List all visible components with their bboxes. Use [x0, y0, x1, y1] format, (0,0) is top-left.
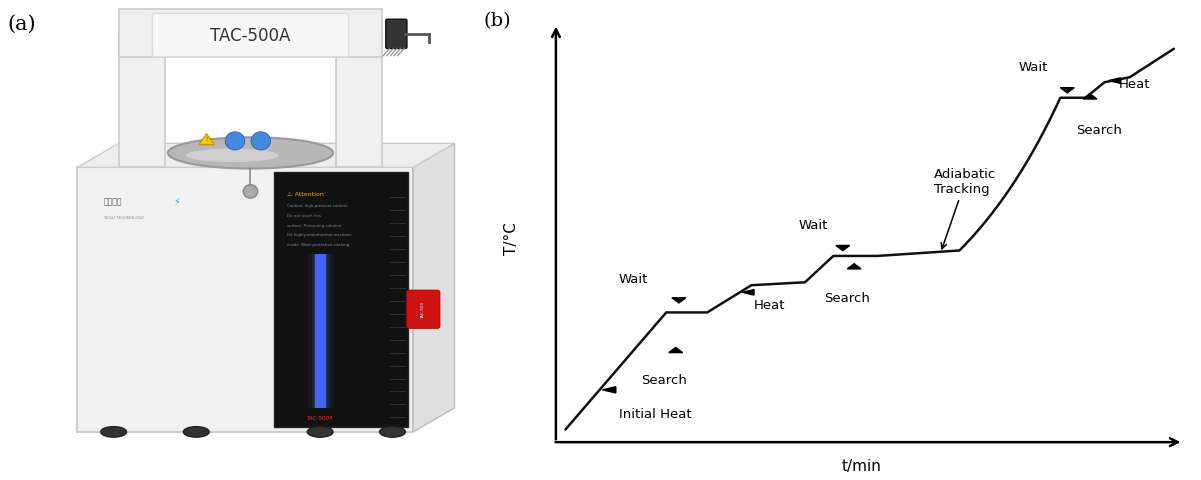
- FancyBboxPatch shape: [153, 14, 348, 58]
- Ellipse shape: [186, 149, 279, 163]
- Text: YUGU TECHNOLOGY: YUGU TECHNOLOGY: [103, 216, 144, 220]
- Bar: [312, 254, 330, 408]
- Polygon shape: [1060, 88, 1074, 94]
- FancyBboxPatch shape: [119, 10, 382, 58]
- Bar: [307, 254, 334, 408]
- Text: Caution: high-pressure content: Caution: high-pressure content: [287, 204, 347, 208]
- Ellipse shape: [380, 427, 406, 437]
- Text: (a): (a): [7, 14, 36, 34]
- Text: Do highly-endothermal reactions: Do highly-endothermal reactions: [287, 233, 351, 237]
- Text: TAC-500A: TAC-500A: [210, 27, 291, 45]
- Polygon shape: [413, 144, 454, 432]
- Text: Wait: Wait: [619, 273, 649, 286]
- FancyBboxPatch shape: [119, 34, 166, 168]
- Polygon shape: [671, 298, 686, 303]
- Ellipse shape: [225, 132, 245, 151]
- Polygon shape: [1109, 79, 1121, 84]
- FancyBboxPatch shape: [274, 173, 408, 427]
- Text: Search: Search: [824, 292, 870, 305]
- Bar: [313, 254, 328, 408]
- Text: 御光科技: 御光科技: [103, 197, 121, 206]
- Polygon shape: [742, 290, 754, 296]
- FancyBboxPatch shape: [386, 20, 407, 49]
- Text: Wait: Wait: [799, 218, 827, 231]
- Text: ⚡: ⚡: [173, 197, 180, 207]
- Text: Search: Search: [641, 373, 687, 386]
- Text: !: !: [205, 137, 208, 142]
- Text: Search: Search: [1076, 124, 1122, 137]
- Text: Initial Heat: Initial Heat: [619, 407, 692, 420]
- Ellipse shape: [244, 185, 258, 199]
- Text: Heat: Heat: [1119, 77, 1151, 90]
- Polygon shape: [847, 264, 861, 269]
- Text: Adiabatic
Tracking: Adiabatic Tracking: [934, 168, 997, 249]
- Text: Do not touch this: Do not touch this: [287, 214, 321, 217]
- Polygon shape: [199, 134, 214, 145]
- Ellipse shape: [184, 427, 209, 437]
- Text: t/min: t/min: [842, 458, 882, 473]
- Ellipse shape: [101, 427, 126, 437]
- Text: TAC-500A: TAC-500A: [306, 415, 334, 420]
- Polygon shape: [836, 246, 850, 251]
- Polygon shape: [77, 144, 454, 168]
- Polygon shape: [669, 348, 682, 353]
- Polygon shape: [1083, 95, 1097, 100]
- FancyBboxPatch shape: [406, 290, 440, 329]
- Ellipse shape: [251, 132, 270, 151]
- Polygon shape: [603, 387, 616, 393]
- Text: ⚠ Attention: ⚠ Attention: [287, 192, 323, 197]
- Text: Heat: Heat: [753, 298, 784, 311]
- Ellipse shape: [168, 138, 333, 169]
- Bar: [315, 254, 327, 408]
- Text: surface. Pressuring solution: surface. Pressuring solution: [287, 223, 341, 227]
- Text: (b): (b): [483, 12, 512, 30]
- FancyBboxPatch shape: [336, 34, 382, 168]
- Text: T/°C: T/°C: [504, 221, 519, 254]
- Text: TAC-500: TAC-500: [422, 301, 425, 318]
- Text: Wait: Wait: [1018, 60, 1047, 73]
- Text: inside. Wear protective clothing: inside. Wear protective clothing: [287, 242, 348, 246]
- FancyBboxPatch shape: [77, 168, 413, 432]
- Ellipse shape: [307, 427, 333, 437]
